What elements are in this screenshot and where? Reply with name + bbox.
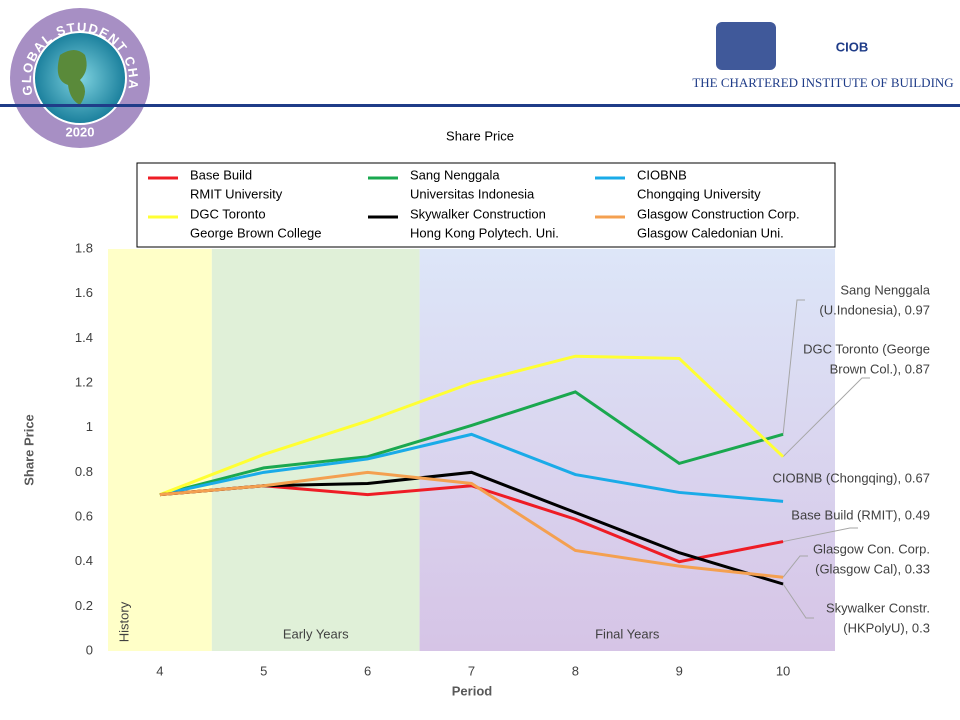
- logo-subtitle: THE CHARTERED INSTITUTE OF BUILDING: [692, 75, 953, 90]
- leader-line: [782, 377, 870, 458]
- logo: CIOB THE CHARTERED INSTITUTE OF BUILDING: [692, 22, 954, 90]
- x-tick-label: 8: [572, 663, 579, 678]
- annotation: (HKPolyU), 0.3: [843, 620, 930, 635]
- series-line: [159, 390, 784, 497]
- legend-label: RMIT University: [190, 186, 283, 201]
- leader-line: [782, 555, 808, 578]
- badge-year: 2020: [66, 124, 95, 139]
- legend-label: Chongqing University: [637, 186, 761, 201]
- legend-label: Glasgow Construction Corp.: [637, 206, 800, 221]
- legend-box: [136, 162, 836, 248]
- annotation: Skywalker Constr.: [826, 600, 930, 615]
- y-tick-label: 1.4: [75, 330, 93, 345]
- y-tick-label: 0.6: [75, 508, 93, 523]
- annotation: DGC Toronto (George: [803, 341, 930, 356]
- annotation: CIOBNB (Chongqing), 0.67: [772, 470, 930, 485]
- y-tick-label: 0.2: [75, 598, 93, 613]
- y-tick-label: 1.6: [75, 285, 93, 300]
- legend-label: Glasgow Caledonian Uni.: [637, 225, 784, 240]
- chart-title: Share Price: [446, 128, 514, 143]
- region-label: History: [116, 601, 131, 642]
- region-label: Early Years: [283, 626, 349, 641]
- legend-label: CIOBNB: [637, 167, 687, 182]
- y-tick-label: 0.8: [75, 464, 93, 479]
- logo-text: CIOB: [836, 39, 869, 54]
- y-tick-label: 1.2: [75, 374, 93, 389]
- y-tick-label: 0.4: [75, 553, 93, 568]
- y-tick-label: 1.8: [75, 240, 93, 255]
- legend-label: Universitas Indonesia: [410, 186, 535, 201]
- y-axis-label: Share Price: [21, 414, 36, 486]
- badge: GLOBAL STUDENT CHALLENGE 2020: [0, 0, 150, 148]
- legend-label: DGC Toronto: [190, 206, 266, 221]
- legend-label: Skywalker Construction: [410, 206, 546, 221]
- region: [419, 249, 835, 651]
- series-line: [159, 432, 784, 503]
- annotation: (Glasgow Cal), 0.33: [815, 561, 930, 576]
- y-tick-label: 1: [86, 419, 93, 434]
- region-label: Final Years: [595, 626, 660, 641]
- leader-line: [782, 527, 858, 543]
- annotation: Brown Col.), 0.87: [830, 361, 930, 376]
- series-line: [159, 470, 784, 579]
- legend-label: Hong Kong Polytech. Uni.: [410, 225, 559, 240]
- legend-label: Sang Nenggala: [410, 167, 500, 182]
- region: [108, 249, 212, 651]
- y-tick-label: 0: [86, 642, 93, 657]
- annotation: Glasgow Con. Corp.: [813, 541, 930, 556]
- leader-line: [782, 583, 814, 619]
- x-tick-label: 9: [676, 663, 683, 678]
- x-tick-label: 5: [260, 663, 267, 678]
- legend-label: Base Build: [190, 167, 252, 182]
- x-tick-label: 7: [468, 663, 475, 678]
- annotation: Sang Nenggala: [840, 282, 930, 297]
- x-tick-label: 6: [364, 663, 371, 678]
- x-tick-label: 4: [156, 663, 163, 678]
- x-tick-label: 10: [776, 663, 790, 678]
- legend-label: George Brown College: [190, 225, 322, 240]
- x-axis-label: Period: [452, 683, 493, 698]
- series-line: [159, 354, 785, 497]
- header-rule: [0, 104, 960, 107]
- leader-line: [782, 299, 805, 435]
- annotation: (U.Indonesia), 0.97: [819, 302, 930, 317]
- annotation: Base Build (RMIT), 0.49: [791, 507, 930, 522]
